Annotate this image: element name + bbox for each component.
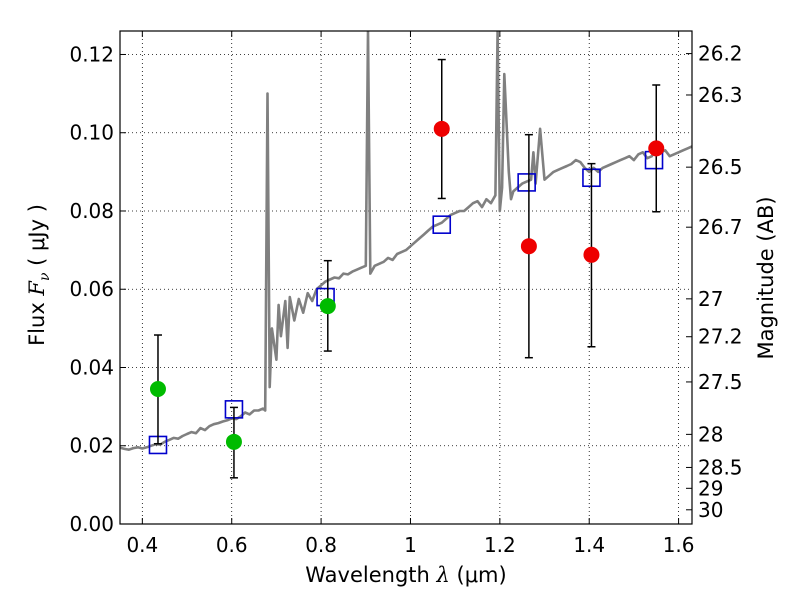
plot-frame xyxy=(119,30,693,525)
magnitude-tick-label: 27.5 xyxy=(698,370,743,394)
x-tick-label: 1.2 xyxy=(484,533,516,557)
y-tick-label: 0.00 xyxy=(69,512,114,536)
magnitude-tick-label: 26.2 xyxy=(698,42,743,66)
y-tick-label: 0.12 xyxy=(69,42,114,66)
magnitude-tick-label: 30 xyxy=(698,498,723,522)
data-point-marker xyxy=(648,140,665,157)
model-square-marker xyxy=(432,215,452,234)
y-axis-title: Flux Fν ( μJy ) xyxy=(25,204,53,346)
magnitude-tick-label: 27 xyxy=(698,287,723,311)
x-tick-label: 0.4 xyxy=(126,533,158,557)
errorbar-layer xyxy=(149,58,665,479)
data-point-marker xyxy=(583,246,600,263)
spectrum-line xyxy=(120,31,692,452)
model-square-marker xyxy=(517,173,536,192)
y-tick-label: 0.06 xyxy=(69,277,114,301)
x-tick-label: 1.6 xyxy=(663,533,695,557)
y-tick-label: 0.10 xyxy=(69,121,114,145)
y-tick-label: 0.08 xyxy=(69,199,114,223)
magnitude-tick-label: 26.7 xyxy=(698,215,743,239)
x-tick-label: 0.6 xyxy=(216,533,248,557)
magnitude-tick-label: 27.2 xyxy=(698,325,743,349)
magnitude-tick-label: 28.5 xyxy=(698,455,743,479)
spectrum-layer xyxy=(120,31,692,452)
magnitude-tick-label: 26.5 xyxy=(698,155,743,179)
y-tick-label: 0.04 xyxy=(69,355,114,379)
data-point-marker xyxy=(225,433,242,450)
data-point-marker xyxy=(433,120,450,137)
magnitude-tick-label: 29 xyxy=(698,476,723,500)
data-point-marker xyxy=(319,298,336,315)
data-point-marker xyxy=(149,381,166,398)
y-tick-label: 0.02 xyxy=(69,434,114,458)
x-tick-label: 0.8 xyxy=(305,533,337,557)
x-tick-label: 1 xyxy=(404,533,417,557)
model-photometry-layer xyxy=(148,150,664,455)
data-point-marker xyxy=(520,238,537,255)
magnitude-tick-label: 26.3 xyxy=(698,83,743,107)
grid-lines xyxy=(120,31,692,525)
x-tick-label: 1.4 xyxy=(573,533,605,557)
magnitude-axis-title: Magnitude (AB) xyxy=(754,196,778,359)
tick-labels: 0.4 0.6 0.8 1 1.2 1.4 1.6 0.00 0.02 0.04 0.06 0.08 0… xyxy=(69,42,742,557)
tick-marks xyxy=(120,31,692,525)
x-axis-title: Wavelength λ (μm) xyxy=(305,563,506,587)
magnitude-tick-label: 28 xyxy=(698,422,723,446)
